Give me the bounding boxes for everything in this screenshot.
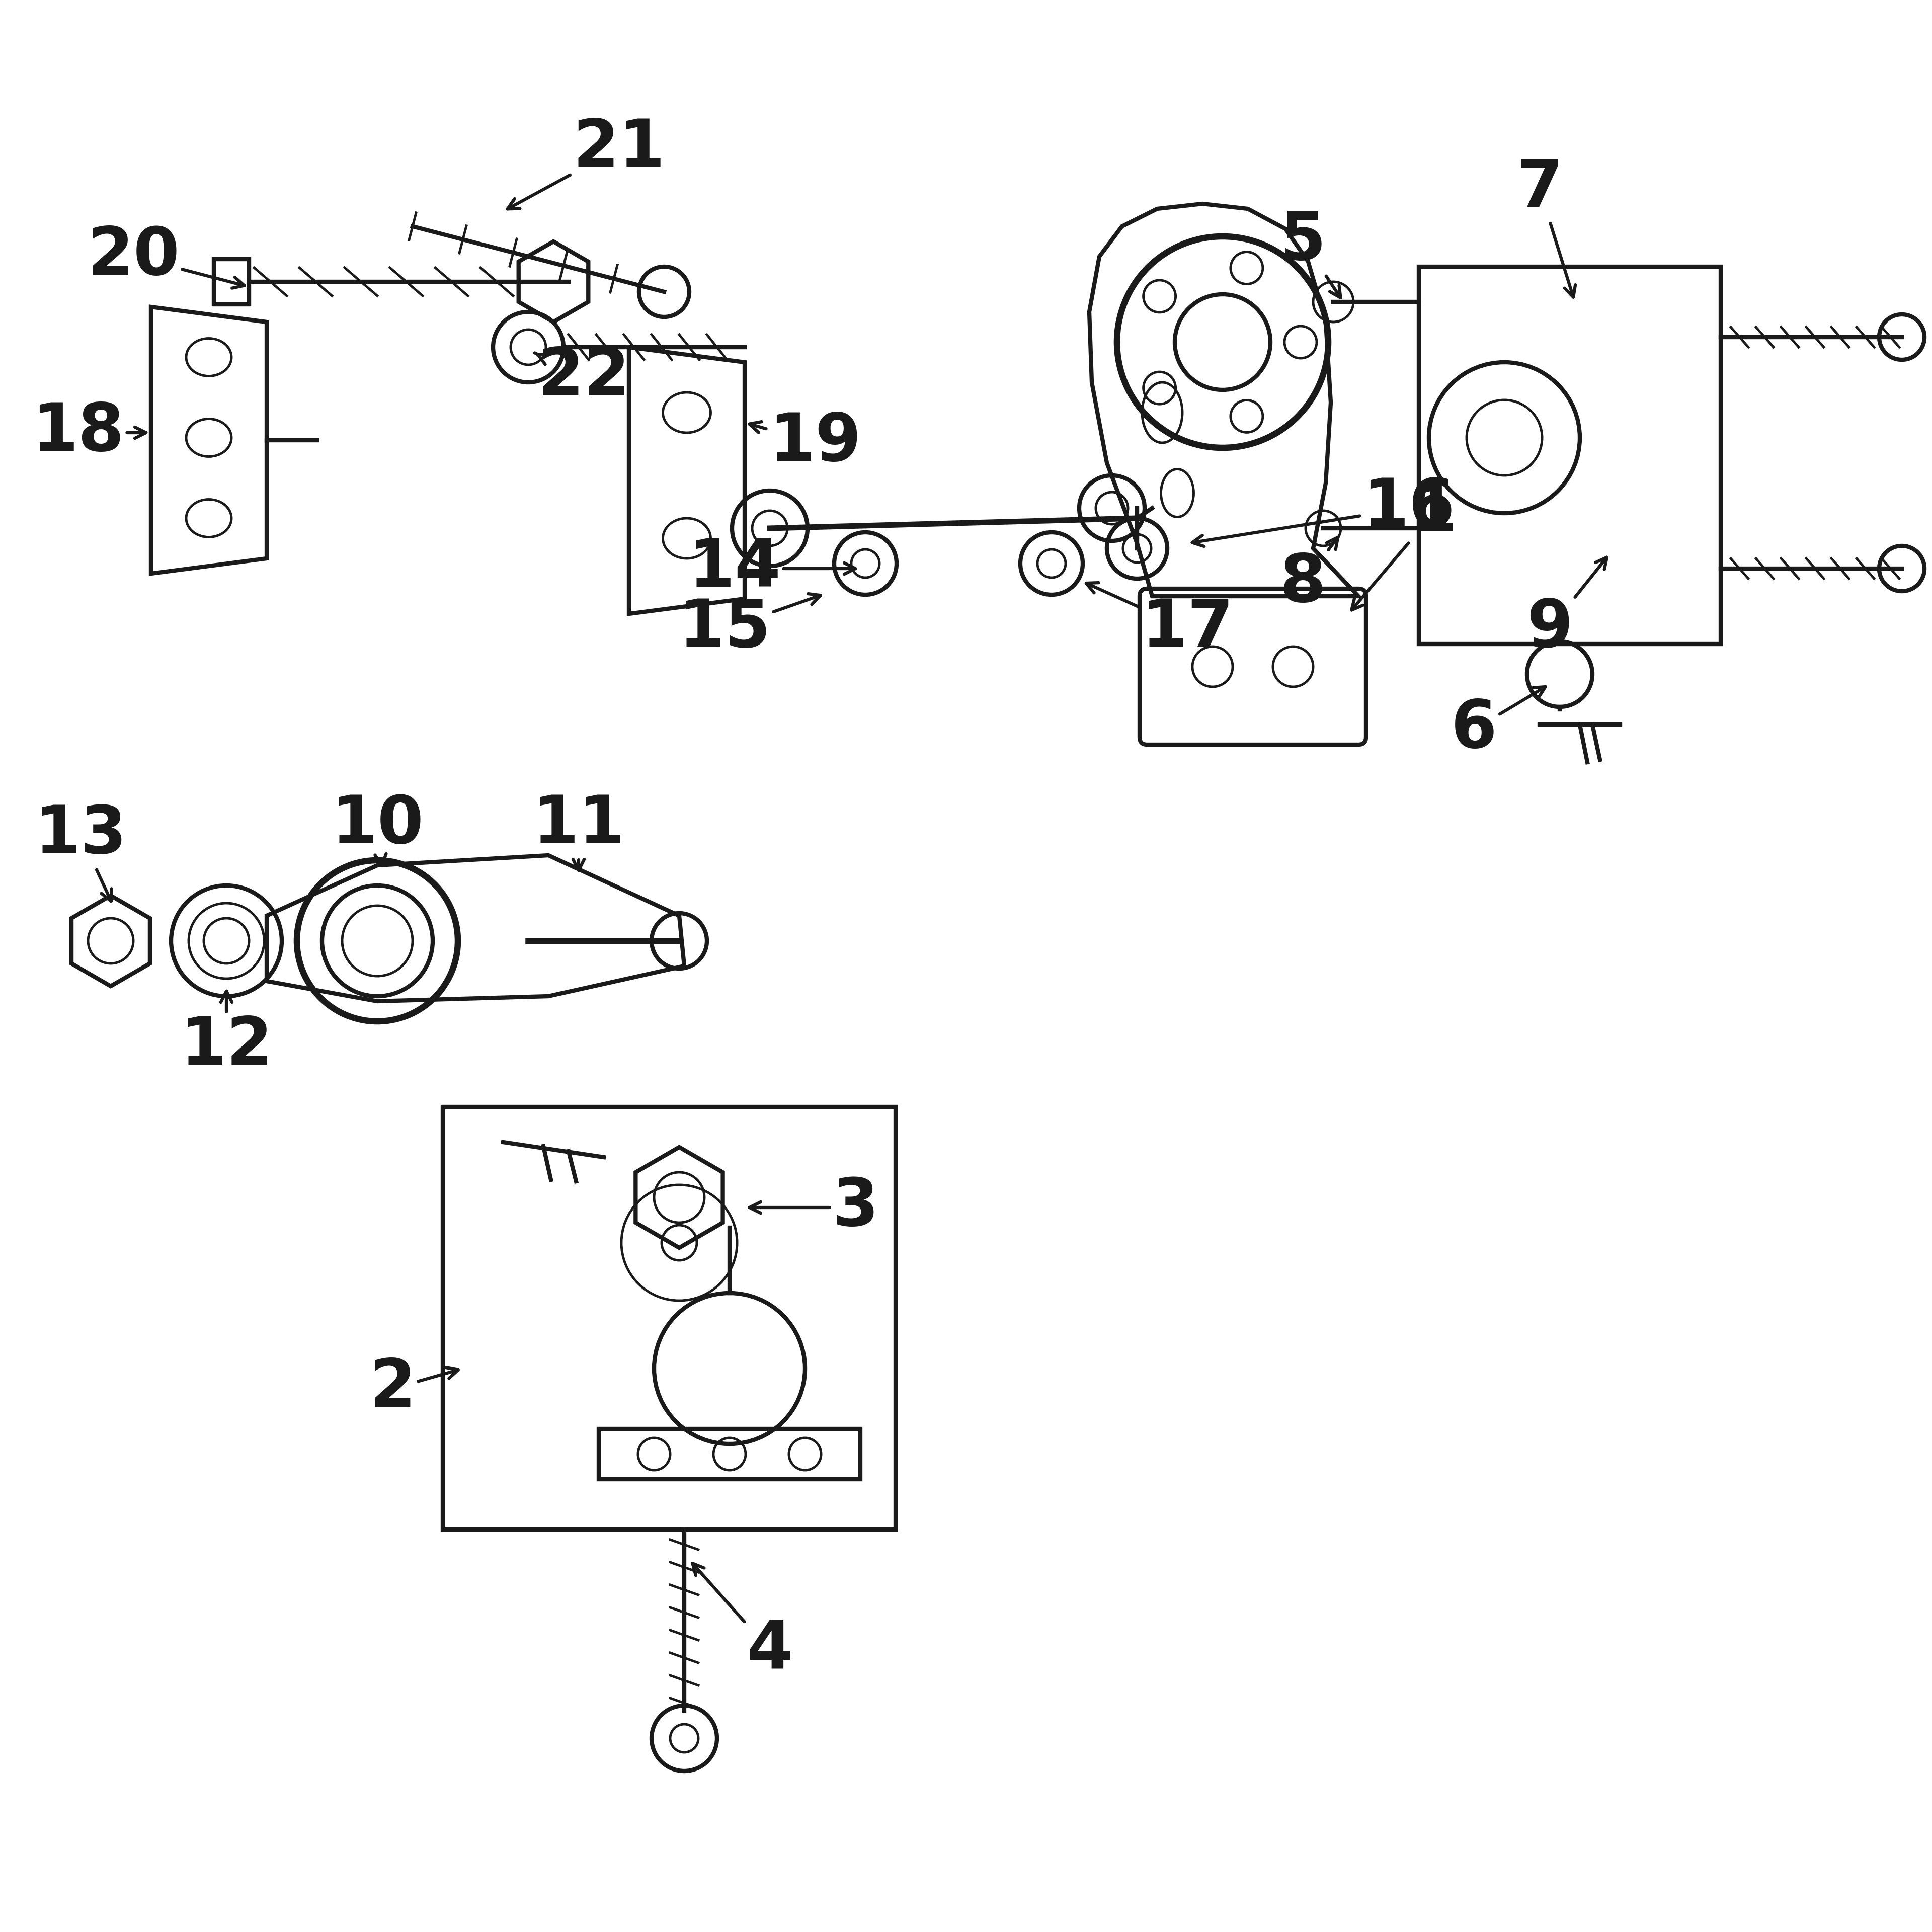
Text: 6: 6 — [1451, 686, 1546, 761]
Text: 2: 2 — [369, 1356, 458, 1420]
Text: 21: 21 — [508, 116, 665, 209]
Text: 7: 7 — [1517, 156, 1575, 298]
Text: 12: 12 — [180, 991, 272, 1078]
Text: 9: 9 — [1526, 556, 1607, 661]
Text: 14: 14 — [688, 537, 856, 601]
Text: 20: 20 — [87, 224, 243, 288]
Text: 11: 11 — [533, 794, 624, 871]
Text: 18: 18 — [31, 400, 147, 464]
Text: 22: 22 — [535, 346, 630, 410]
Text: 5: 5 — [1281, 209, 1341, 298]
Text: 13: 13 — [35, 804, 128, 900]
Text: 8: 8 — [1281, 537, 1337, 616]
Text: 4: 4 — [692, 1563, 792, 1683]
Text: 17: 17 — [1086, 583, 1235, 661]
Text: 15: 15 — [678, 593, 821, 661]
Bar — [214, 259, 249, 305]
Text: 19: 19 — [750, 412, 862, 475]
Text: 3: 3 — [750, 1175, 879, 1240]
Bar — [442, 1107, 896, 1530]
Text: 10: 10 — [330, 794, 423, 866]
Bar — [1418, 267, 1721, 643]
Text: 16: 16 — [1192, 475, 1455, 547]
Text: 1: 1 — [1352, 481, 1457, 611]
